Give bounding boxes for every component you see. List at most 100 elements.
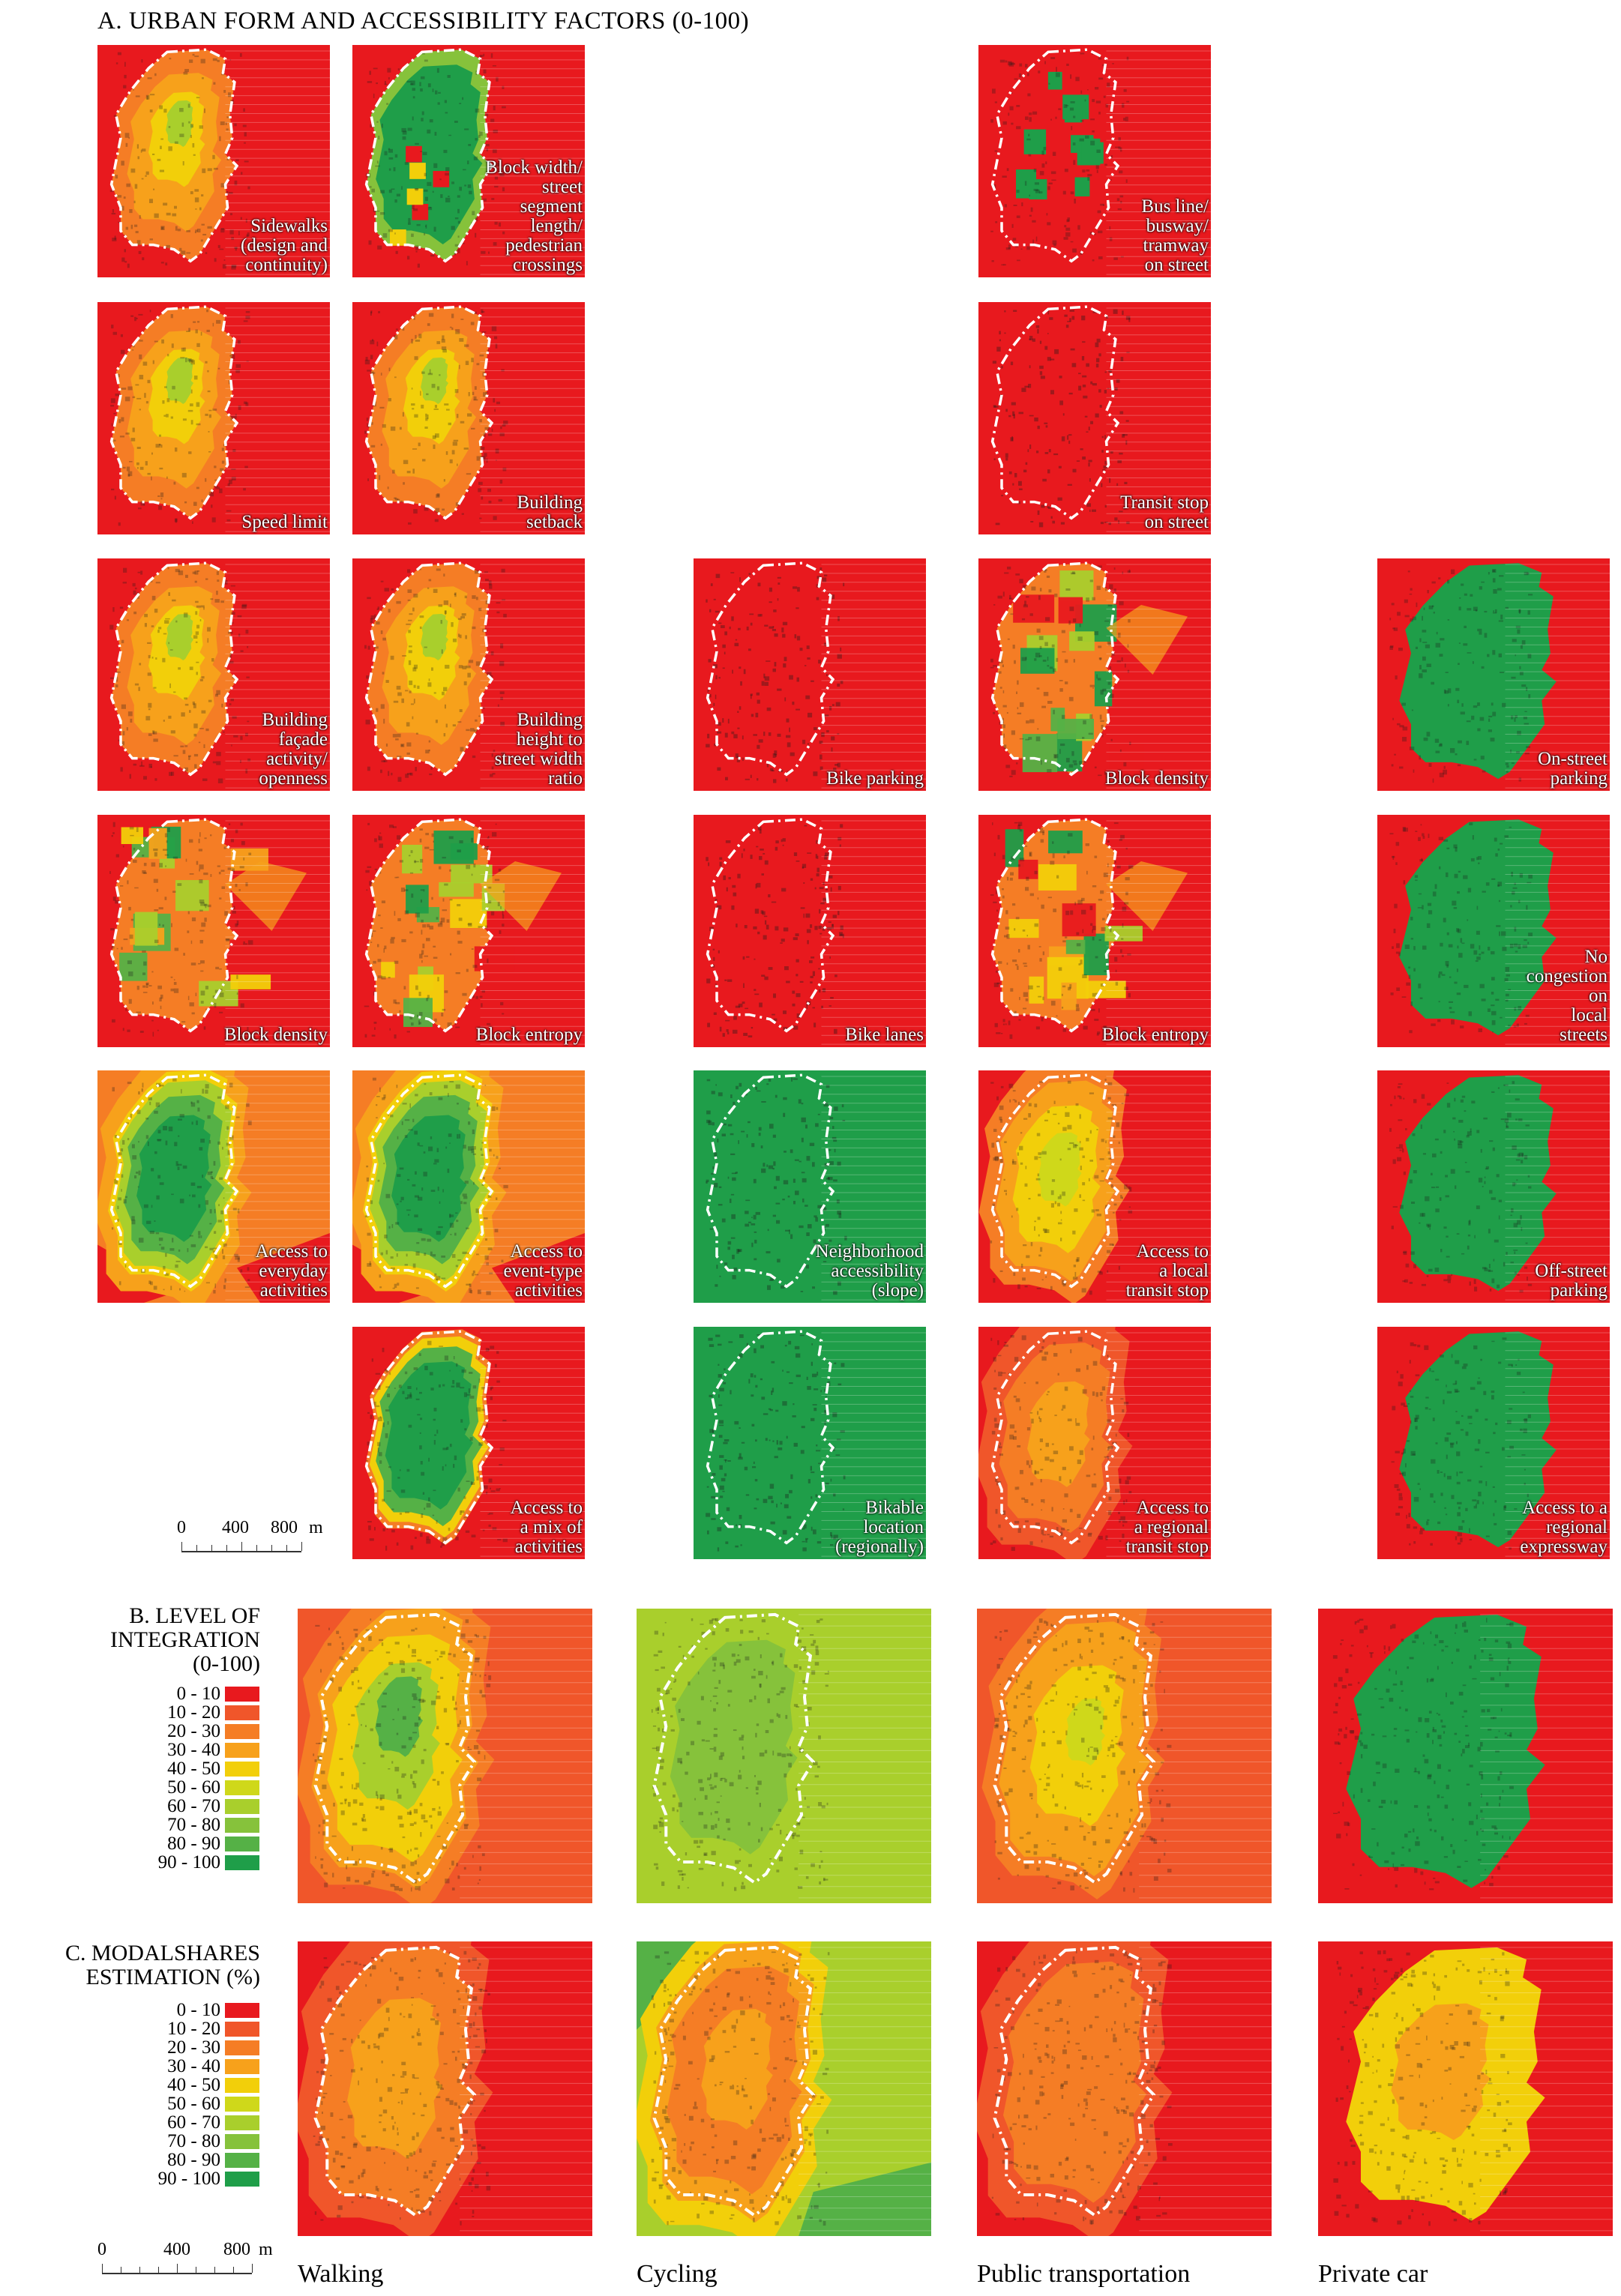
- map-building: [1051, 179, 1056, 181]
- map-building: [424, 189, 428, 192]
- map-building: [371, 1034, 376, 1037]
- map-building: [1016, 190, 1020, 193]
- map-building: [147, 672, 151, 676]
- map-building: [172, 385, 175, 390]
- map-building: [476, 363, 480, 366]
- map-block: [119, 952, 148, 981]
- map-building: [819, 766, 823, 770]
- map-building: [1077, 636, 1083, 641]
- map-building: [1105, 1535, 1108, 1540]
- map-building: [236, 974, 238, 980]
- map-building: [1122, 1409, 1125, 1413]
- map-building: [122, 466, 126, 469]
- map-building: [1096, 585, 1101, 590]
- map-building: [229, 703, 232, 705]
- map-building: [370, 618, 373, 624]
- map-building: [1390, 992, 1394, 995]
- map-building: [240, 735, 243, 741]
- map-building: [419, 1432, 421, 1434]
- map-building: [764, 860, 769, 865]
- map-building: [833, 1179, 837, 1182]
- map-building: [1055, 116, 1057, 119]
- map-building: [478, 1442, 484, 1446]
- map-building: [812, 1162, 815, 1167]
- map-building: [1016, 691, 1017, 694]
- map-building: [1509, 826, 1512, 828]
- map-building: [1095, 100, 1101, 103]
- map-building: [1103, 873, 1108, 878]
- map-building: [1515, 1098, 1520, 1101]
- map-panel-label: Off-street parking: [1535, 1261, 1608, 1301]
- map-building: [712, 1429, 715, 1433]
- map-building: [1039, 1438, 1043, 1442]
- map-building: [479, 517, 482, 519]
- map-building: [220, 468, 224, 471]
- map-building: [1492, 650, 1496, 655]
- map-building: [822, 926, 825, 931]
- map-building: [724, 1368, 726, 1371]
- map-building: [1092, 936, 1095, 941]
- map-building: [146, 1220, 151, 1224]
- map-building: [1003, 264, 1006, 266]
- map-building: [114, 1179, 118, 1184]
- map-building: [475, 995, 478, 999]
- map-building: [1515, 654, 1516, 657]
- map-building: [796, 607, 799, 609]
- map-building: [748, 573, 751, 575]
- map-building: [205, 361, 208, 364]
- map-building: [1480, 1148, 1482, 1153]
- map-building: [750, 694, 752, 699]
- map-building: [121, 205, 124, 211]
- map-building: [1503, 1504, 1507, 1509]
- map-building: [1059, 376, 1062, 379]
- map-building: [476, 1476, 479, 1481]
- map-building: [164, 854, 169, 856]
- map-building: [1105, 103, 1108, 108]
- map-building: [768, 732, 772, 736]
- map-building: [405, 1511, 409, 1513]
- map-building: [810, 975, 813, 978]
- map-building: [1097, 678, 1101, 681]
- map-building: [1012, 483, 1014, 486]
- map-building: [223, 90, 226, 93]
- map-zone: [421, 613, 448, 660]
- map-building: [770, 1277, 775, 1281]
- map-building: [412, 408, 415, 410]
- map-building: [418, 1196, 423, 1201]
- map-building: [1514, 717, 1516, 722]
- map-building: [1104, 163, 1107, 166]
- map-building: [388, 977, 391, 979]
- map-building: [400, 1200, 402, 1202]
- map-building: [1125, 420, 1129, 422]
- map-building: [1092, 99, 1095, 103]
- map-building: [1484, 633, 1488, 638]
- map-building: [1067, 1148, 1071, 1151]
- map-building: [192, 143, 195, 148]
- map-building: [1049, 317, 1053, 320]
- map-building: [1017, 1486, 1020, 1490]
- map-building: [460, 615, 465, 619]
- map-building: [226, 1142, 230, 1146]
- map-building: [442, 1189, 444, 1193]
- map-building: [766, 763, 769, 768]
- map-building: [1413, 769, 1415, 773]
- map-building: [1503, 1262, 1506, 1267]
- map-building: [172, 1238, 174, 1243]
- map-panel-label: Block density: [223, 1025, 328, 1045]
- map-building: [472, 1270, 475, 1274]
- map-building: [1505, 762, 1509, 765]
- map-building: [1026, 720, 1029, 724]
- map-building: [157, 1029, 159, 1031]
- map-building: [999, 671, 1002, 674]
- map-building: [208, 492, 214, 497]
- map-building: [1115, 387, 1118, 391]
- map-building: [1108, 1157, 1112, 1160]
- map-building: [1069, 1508, 1073, 1513]
- map-building: [195, 641, 198, 643]
- map-building: [781, 888, 787, 892]
- map-building: [448, 196, 450, 197]
- map-building: [470, 1481, 473, 1485]
- map-building: [755, 1086, 757, 1090]
- map-building: [1447, 1280, 1451, 1283]
- map-building: [1116, 483, 1119, 486]
